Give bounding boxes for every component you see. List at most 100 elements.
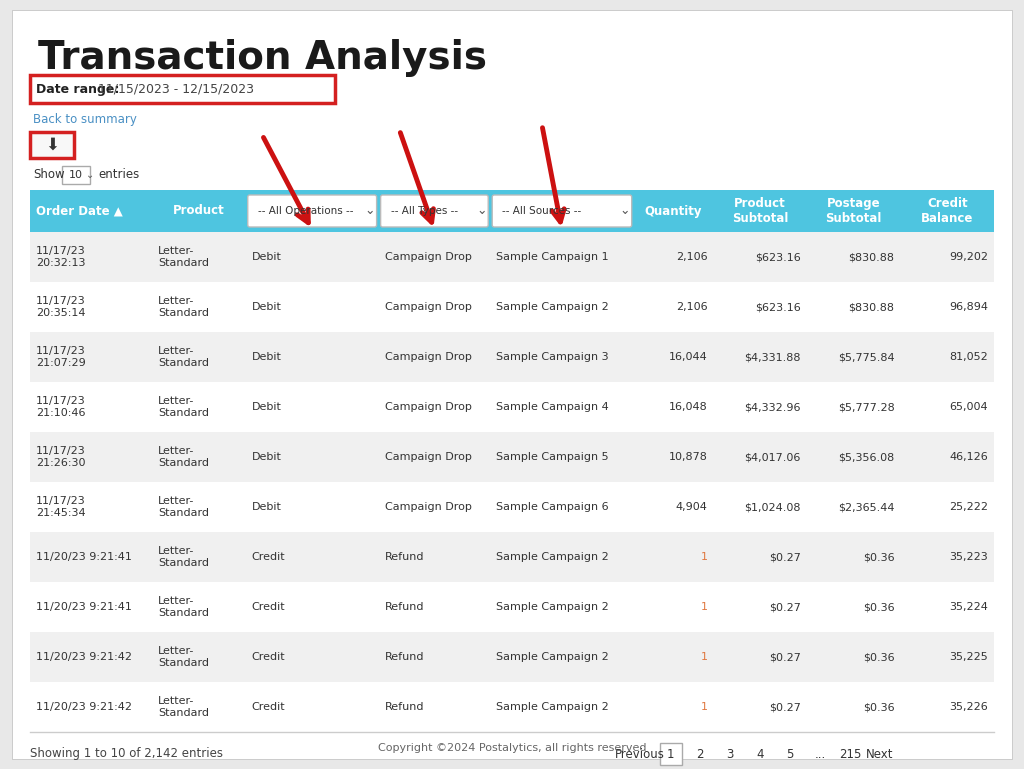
Text: Order Date ▲: Order Date ▲ — [36, 205, 123, 218]
Text: -- All Sources --: -- All Sources -- — [502, 206, 582, 216]
Text: $4,331.88: $4,331.88 — [744, 352, 801, 362]
Text: Product: Product — [173, 205, 225, 218]
Text: 11/20/23 9:21:42: 11/20/23 9:21:42 — [36, 652, 132, 662]
Text: 2,106: 2,106 — [676, 302, 708, 312]
Text: 11/17/23
20:32:13: 11/17/23 20:32:13 — [36, 246, 86, 268]
Text: 2: 2 — [696, 747, 703, 761]
Text: Letter-
Standard: Letter- Standard — [159, 246, 209, 268]
Text: 10: 10 — [69, 170, 83, 180]
Text: 10,878: 10,878 — [669, 452, 708, 462]
Text: Previous: Previous — [615, 747, 665, 761]
Text: 3: 3 — [726, 747, 733, 761]
Text: Campaign Drop: Campaign Drop — [385, 452, 471, 462]
Text: Sample Campaign 6: Sample Campaign 6 — [497, 502, 609, 512]
Text: Credit: Credit — [252, 602, 286, 612]
Text: Campaign Drop: Campaign Drop — [385, 302, 471, 312]
Text: $0.36: $0.36 — [863, 652, 895, 662]
Text: Sample Campaign 2: Sample Campaign 2 — [497, 552, 609, 562]
Text: Refund: Refund — [385, 552, 424, 562]
Text: Debit: Debit — [252, 502, 282, 512]
Text: Refund: Refund — [385, 602, 424, 612]
Text: Transaction Analysis: Transaction Analysis — [38, 39, 487, 77]
FancyBboxPatch shape — [30, 232, 994, 282]
Text: Sample Campaign 2: Sample Campaign 2 — [497, 302, 609, 312]
Text: Letter-
Standard: Letter- Standard — [159, 296, 209, 318]
FancyBboxPatch shape — [30, 682, 994, 732]
Text: Letter-
Standard: Letter- Standard — [159, 646, 209, 667]
Text: Letter-
Standard: Letter- Standard — [159, 496, 209, 518]
Text: 5: 5 — [786, 747, 794, 761]
Text: $0.36: $0.36 — [863, 552, 895, 562]
Text: 11/20/23 9:21:41: 11/20/23 9:21:41 — [36, 602, 132, 612]
Text: Postage
Subtotal: Postage Subtotal — [825, 197, 882, 225]
FancyBboxPatch shape — [62, 166, 90, 184]
Text: $830.88: $830.88 — [849, 252, 895, 262]
Text: 11/20/23 9:21:42: 11/20/23 9:21:42 — [36, 702, 132, 712]
Text: ⌄: ⌄ — [365, 205, 375, 218]
Text: 4: 4 — [757, 747, 764, 761]
Text: $623.16: $623.16 — [755, 252, 801, 262]
FancyBboxPatch shape — [30, 432, 994, 482]
Text: Debit: Debit — [252, 402, 282, 412]
FancyBboxPatch shape — [30, 132, 74, 158]
Text: $0.27: $0.27 — [769, 602, 801, 612]
Text: Back to summary: Back to summary — [33, 114, 137, 126]
Text: ...: ... — [814, 747, 825, 761]
Text: ⬇: ⬇ — [45, 136, 59, 154]
FancyBboxPatch shape — [493, 195, 632, 227]
Text: Letter-
Standard: Letter- Standard — [159, 596, 209, 618]
FancyBboxPatch shape — [30, 382, 994, 432]
Text: Credit
Balance: Credit Balance — [921, 197, 974, 225]
Text: $4,017.06: $4,017.06 — [744, 452, 801, 462]
Text: Letter-
Standard: Letter- Standard — [159, 546, 209, 568]
Text: 1: 1 — [700, 602, 708, 612]
Text: $5,775.84: $5,775.84 — [838, 352, 895, 362]
Text: Sample Campaign 2: Sample Campaign 2 — [497, 652, 609, 662]
Text: Letter-
Standard: Letter- Standard — [159, 396, 209, 418]
Text: 11/17/23
21:26:30: 11/17/23 21:26:30 — [36, 446, 86, 468]
Text: -- All Types --: -- All Types -- — [390, 206, 458, 216]
Text: Refund: Refund — [385, 652, 424, 662]
Text: 16,044: 16,044 — [669, 352, 708, 362]
Text: 16,048: 16,048 — [669, 402, 708, 412]
FancyBboxPatch shape — [30, 482, 994, 532]
Text: Letter-
Standard: Letter- Standard — [159, 446, 209, 468]
Text: Debit: Debit — [252, 452, 282, 462]
Text: $4,332.96: $4,332.96 — [744, 402, 801, 412]
FancyBboxPatch shape — [30, 282, 994, 332]
Text: Campaign Drop: Campaign Drop — [385, 352, 471, 362]
Text: ⌄: ⌄ — [86, 170, 94, 180]
Text: 11/15/2023 - 12/15/2023: 11/15/2023 - 12/15/2023 — [98, 82, 254, 95]
Text: ⌄: ⌄ — [476, 205, 486, 218]
Text: $0.27: $0.27 — [769, 652, 801, 662]
Text: $0.27: $0.27 — [769, 552, 801, 562]
Text: Credit: Credit — [252, 702, 286, 712]
FancyBboxPatch shape — [30, 582, 994, 632]
FancyBboxPatch shape — [30, 632, 994, 682]
Text: $623.16: $623.16 — [755, 302, 801, 312]
Text: 35,223: 35,223 — [949, 552, 988, 562]
Text: 96,894: 96,894 — [949, 302, 988, 312]
Text: 4,904: 4,904 — [676, 502, 708, 512]
Text: 65,004: 65,004 — [949, 402, 988, 412]
Text: $0.27: $0.27 — [769, 702, 801, 712]
Text: $5,777.28: $5,777.28 — [838, 402, 895, 412]
Text: 35,226: 35,226 — [949, 702, 988, 712]
Text: 99,202: 99,202 — [949, 252, 988, 262]
Text: Product
Subtotal: Product Subtotal — [732, 197, 788, 225]
Text: 1: 1 — [667, 747, 674, 761]
FancyBboxPatch shape — [381, 195, 488, 227]
Text: $0.36: $0.36 — [863, 602, 895, 612]
Text: 46,126: 46,126 — [949, 452, 988, 462]
Text: 11/17/23
21:07:29: 11/17/23 21:07:29 — [36, 346, 86, 368]
Text: 215: 215 — [839, 747, 861, 761]
Text: 1: 1 — [700, 552, 708, 562]
Text: $5,356.08: $5,356.08 — [839, 452, 895, 462]
Text: 25,222: 25,222 — [949, 502, 988, 512]
Text: $2,365.44: $2,365.44 — [838, 502, 895, 512]
Text: 35,225: 35,225 — [949, 652, 988, 662]
Text: 1: 1 — [700, 702, 708, 712]
Text: -- All Operations --: -- All Operations -- — [258, 206, 353, 216]
Text: $1,024.08: $1,024.08 — [744, 502, 801, 512]
Text: Date range:: Date range: — [36, 82, 120, 95]
